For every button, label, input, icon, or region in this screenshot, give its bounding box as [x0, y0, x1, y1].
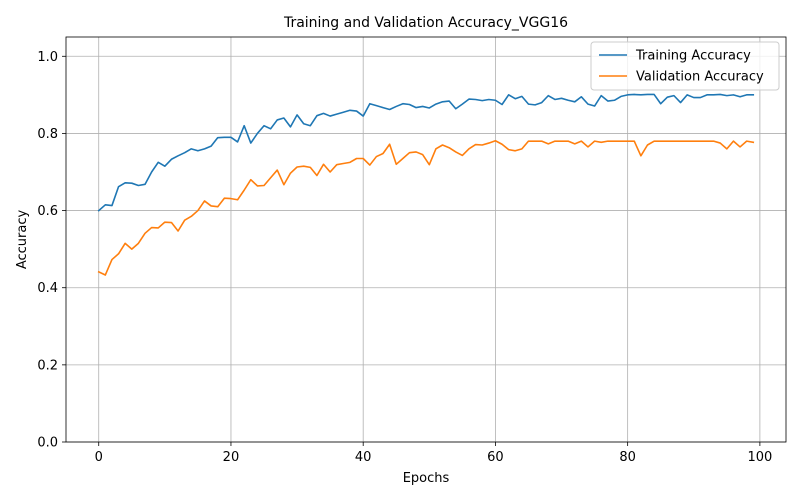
y-tick-label: 0.8: [37, 127, 58, 142]
series-layer: [97, 93, 755, 276]
y-tick-label: 0.6: [37, 204, 58, 219]
x-tick-label: 20: [223, 450, 240, 465]
tick-layer: 0 20 40 60 80 100 0.0 0.2 0.4 0.6 0.8 1.0: [37, 50, 772, 465]
validation-accuracy-line: [97, 139, 755, 276]
training-accuracy-line: [97, 93, 755, 212]
legend-label-training: Training Accuracy: [635, 49, 751, 64]
legend-box: [590, 41, 780, 91]
y-tick-label: 0.2: [37, 358, 58, 373]
x-axis-label: Epochs: [403, 471, 450, 486]
x-tick-label: 60: [487, 450, 504, 465]
plot-frame: [65, 36, 787, 443]
x-tick-label: 0: [95, 450, 103, 465]
x-tick-label: 40: [355, 450, 372, 465]
legend: Training Accuracy Validation Accuracy: [590, 41, 780, 91]
chart-title: Training and Validation Accuracy_VGG16: [283, 15, 568, 31]
legend-label-validation: Validation Accuracy: [636, 70, 764, 85]
y-tick-label: 1.0: [37, 50, 58, 65]
y-tick-label: 0.4: [37, 281, 58, 296]
y-axis-label: Accuracy: [15, 210, 30, 270]
x-tick-label: 100: [747, 450, 772, 465]
y-tick-label: 0.0: [37, 436, 58, 451]
x-tick-label: 80: [619, 450, 636, 465]
